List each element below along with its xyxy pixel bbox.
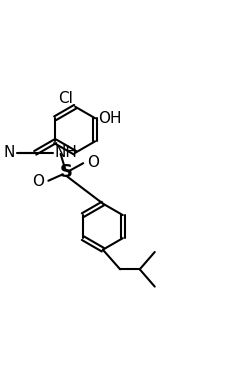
Text: N: N [3, 145, 15, 160]
Text: Cl: Cl [58, 91, 73, 106]
Text: NH: NH [55, 145, 78, 160]
Text: O: O [32, 174, 45, 189]
Text: S: S [60, 163, 73, 181]
Text: OH: OH [99, 111, 122, 126]
Text: O: O [87, 154, 99, 170]
